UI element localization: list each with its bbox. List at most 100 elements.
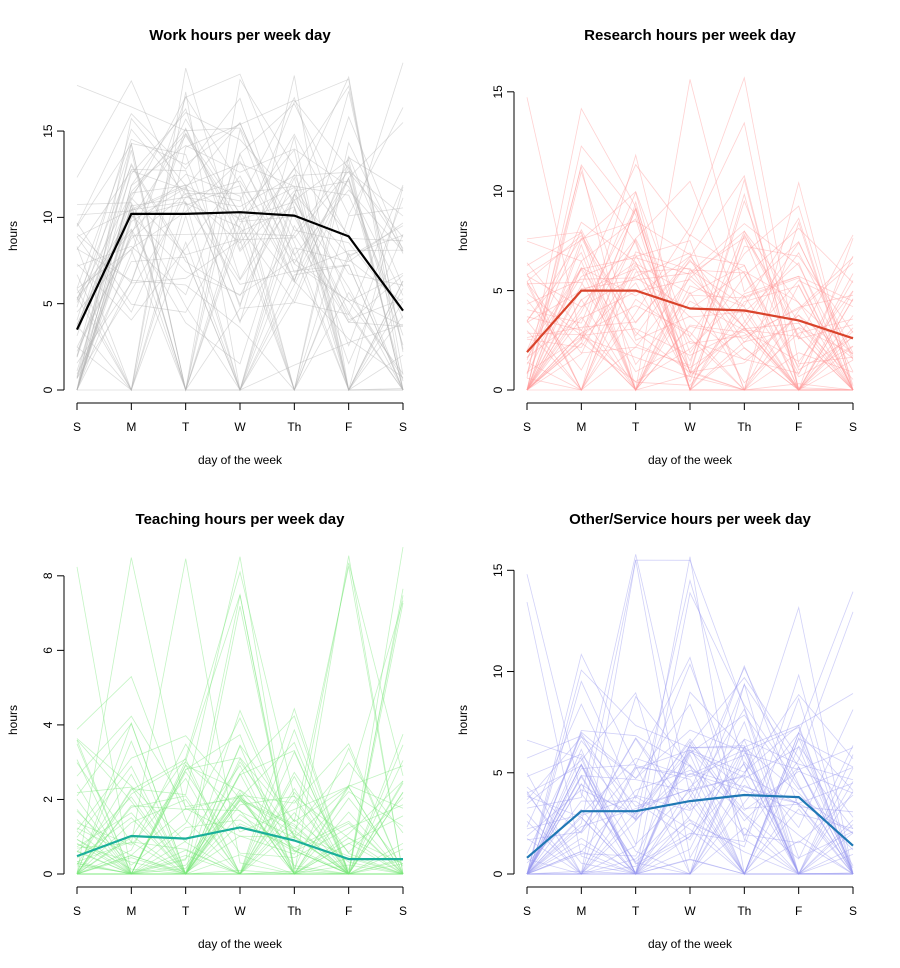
individual-line [526,231,854,391]
x-axis-label: day of the week [648,937,733,951]
individual-line [76,108,404,391]
individual-line [76,127,404,392]
individual-line [76,570,403,875]
individual-line [76,85,404,312]
individual-line [527,739,854,875]
individual-line [526,265,854,391]
individual-line [76,163,404,391]
individual-line [526,97,854,391]
individual-line [76,675,404,875]
individual-line [526,578,853,875]
x-tick-label: M [576,904,586,918]
individual-line [76,715,403,875]
individual-line [76,152,404,392]
individual-line [526,292,854,380]
individual-line [76,96,404,303]
individual-line [76,562,404,866]
individual-line [526,260,854,338]
individual-line [76,128,404,391]
individual-line [526,691,853,875]
individual-line [76,122,404,392]
y-tick-label: 5 [491,769,505,776]
individual-line [526,240,853,391]
panel-1: Work hours per week day 0 5 10 15 hours S M T W Th… [6,27,407,467]
individual-line [76,735,404,875]
y-tick-label: 10 [491,665,505,679]
individual-line [526,754,854,875]
panel-2: Research hours per week day 0 5 10 15 hours S M… [456,27,857,467]
individual-line [76,757,404,875]
x-tick-label: T [182,420,190,434]
individual-lines [526,76,854,392]
y-tick-label: 4 [41,721,55,728]
individual-line [526,237,854,391]
individual-line [76,594,404,875]
individual-line [526,753,853,875]
individual-line [76,78,404,391]
individual-line [526,228,854,361]
individual-line [526,802,854,875]
individual-line [526,241,854,386]
individual-line [526,769,854,875]
individual-lines [76,62,404,392]
y-tick-label: 0 [491,386,505,393]
x-tick-label: S [73,904,81,918]
individual-line [76,555,404,875]
individual-line [76,566,404,875]
individual-line [526,223,854,391]
individual-line [76,765,404,875]
individual-line [76,164,404,300]
x-tick-label: S [849,904,857,918]
x-tick-label: S [399,904,407,918]
individual-line [526,237,854,391]
individual-line [526,275,854,391]
individual-line [526,606,854,875]
individual-line [527,744,854,875]
individual-line [526,559,854,876]
individual-line [526,676,854,875]
mean-line [76,211,404,331]
individual-line [526,653,854,875]
individual-line [76,112,404,391]
y-axis-label: hours [456,705,470,735]
individual-line [526,736,854,875]
individual-line [526,730,854,875]
x-tick-label: F [795,420,802,434]
individual-line [76,133,404,392]
individual-line [526,656,853,875]
y-tick-label: 15 [491,85,505,99]
individual-line [76,743,404,875]
individual-line [526,263,854,376]
individual-line [76,762,404,875]
x-axis-label: day of the week [198,937,283,951]
individual-line [76,777,404,875]
individual-line [526,591,854,875]
individual-line [77,764,404,875]
individual-line [526,773,854,875]
individual-line [76,588,404,875]
individual-line [526,774,854,875]
individual-line [76,141,404,391]
individual-line [526,683,854,875]
individual-line [76,177,404,382]
individual-line [76,761,403,875]
y-tick-label: 6 [41,647,55,654]
individual-line [76,740,403,875]
individual-line [526,262,854,391]
individual-line [527,695,854,875]
individual-line [526,274,853,391]
individual-line [526,251,854,391]
individual-line [76,168,403,391]
individual-line [526,280,854,374]
individual-line [76,103,404,296]
individual-line [76,62,404,308]
x-tick-label: Th [737,420,751,434]
individual-line [76,600,404,875]
individual-line [76,156,404,391]
individual-line [526,239,854,391]
individual-line [76,791,404,875]
y-tick-label: 10 [491,184,505,198]
individual-line [76,202,404,391]
individual-line [526,749,854,875]
individual-line [526,107,854,379]
